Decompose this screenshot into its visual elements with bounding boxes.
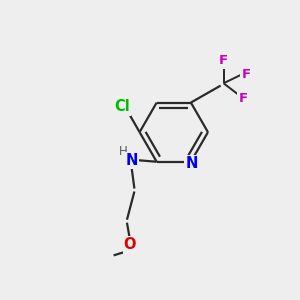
Text: F: F	[238, 92, 248, 105]
Text: N: N	[186, 156, 198, 171]
Text: H: H	[119, 146, 128, 158]
Text: Cl: Cl	[114, 99, 130, 114]
Text: O: O	[124, 238, 136, 253]
Text: F: F	[241, 68, 250, 81]
Text: N: N	[125, 153, 138, 168]
Text: F: F	[219, 55, 228, 68]
